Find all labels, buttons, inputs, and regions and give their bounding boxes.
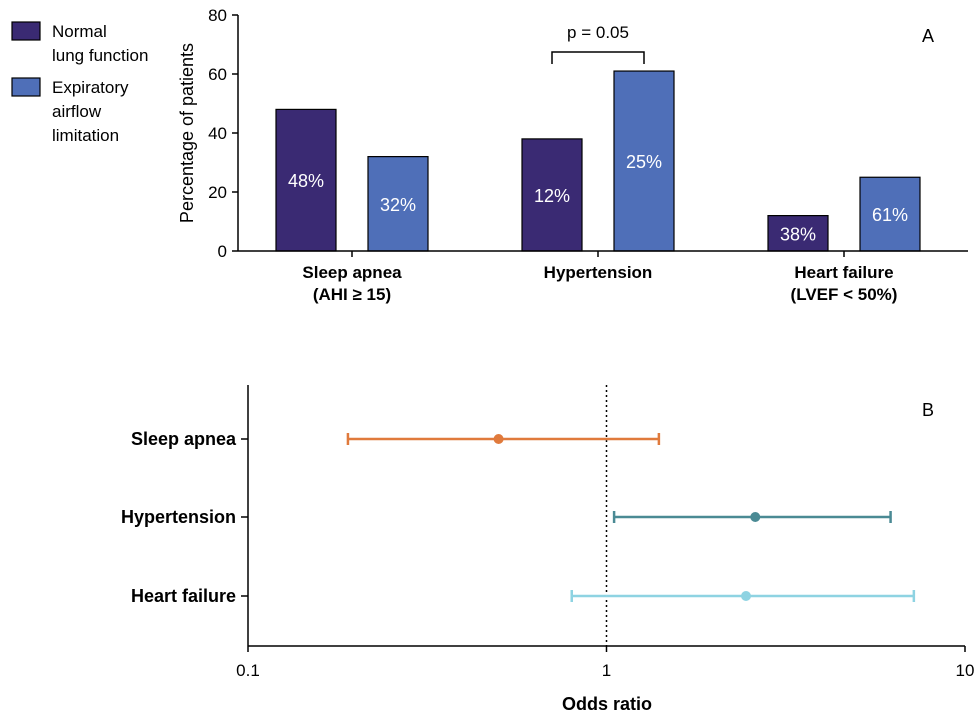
bar-value-label: 32% — [380, 195, 416, 215]
row-label: Heart failure — [131, 586, 236, 606]
significance-bracket: p = 0.05 — [551, 23, 645, 64]
bars: 48% 32% 12% 25% 38% 61% — [275, 70, 921, 252]
forest-row: Hypertension — [121, 507, 892, 527]
y-axis-title: Percentage of patients — [177, 43, 197, 223]
category-label: Sleep apnea — [302, 263, 402, 282]
forest-row: Heart failure — [131, 586, 916, 606]
p-value-label: p = 0.05 — [567, 23, 629, 42]
bar-normal-1 — [275, 108, 337, 252]
bar-normal-2 — [521, 138, 583, 252]
bar-limitation-3 — [859, 176, 921, 252]
point-estimate — [741, 591, 752, 601]
legend-label: Normal — [52, 22, 107, 41]
category-sublabel: (AHI ≥ 15) — [313, 285, 391, 304]
x-tick-label: 0.1 — [236, 661, 260, 680]
panel-a: Normal lung function Expiratory airflow limi… — [11, 6, 968, 304]
y-axis-ticks: 0 20 40 60 80 — [208, 6, 238, 261]
bar-normal-3 — [767, 215, 829, 252]
x-tick-label: 1 — [602, 661, 611, 680]
row-label: Sleep apnea — [131, 429, 237, 449]
bar-value-label: 12% — [534, 186, 570, 206]
category-labels: Sleep apnea (AHI ≥ 15) Hypertension Heart f… — [302, 251, 897, 304]
point-estimate — [493, 434, 504, 444]
point-estimate — [750, 512, 761, 522]
legend-label: lung function — [52, 46, 148, 65]
legend-swatch — [11, 21, 41, 41]
x-axis-ticks: 0.1 1 10 — [236, 646, 974, 680]
x-tick-label: 10 — [956, 661, 975, 680]
legend-label: airflow — [52, 102, 102, 121]
legend: Normal lung function Expiratory airflow limi… — [11, 21, 148, 145]
y-tick-label: 20 — [208, 183, 227, 202]
bar-value-label: 38% — [780, 224, 816, 244]
bar-limitation-2 — [613, 70, 675, 252]
category-sublabel: (LVEF < 50%) — [791, 285, 898, 304]
legend-label: Expiratory — [52, 78, 129, 97]
category-label: Heart failure — [794, 263, 893, 282]
legend-swatch — [11, 77, 41, 97]
y-tick-label: 80 — [208, 6, 227, 25]
category-label: Hypertension — [544, 263, 653, 282]
panel-b: 0.1 1 10 Sleep apnea Hypertension Heart fail… — [121, 385, 974, 714]
x-axis-title: Odds ratio — [562, 694, 652, 714]
bar-value-label: 61% — [872, 205, 908, 225]
forest-row: Sleep apnea — [131, 429, 661, 449]
row-label: Hypertension — [121, 507, 236, 527]
panel-letter-b: B — [922, 400, 934, 420]
panel-letter-a: A — [922, 26, 934, 46]
bar-value-label: 48% — [288, 171, 324, 191]
y-tick-label: 0 — [218, 242, 227, 261]
bar-value-label: 25% — [626, 152, 662, 172]
bracket-line — [551, 51, 645, 64]
legend-label: limitation — [52, 126, 119, 145]
y-tick-label: 60 — [208, 65, 227, 84]
y-tick-label: 40 — [208, 124, 227, 143]
forest-rows: Sleep apnea Hypertension Heart failure — [121, 429, 916, 606]
